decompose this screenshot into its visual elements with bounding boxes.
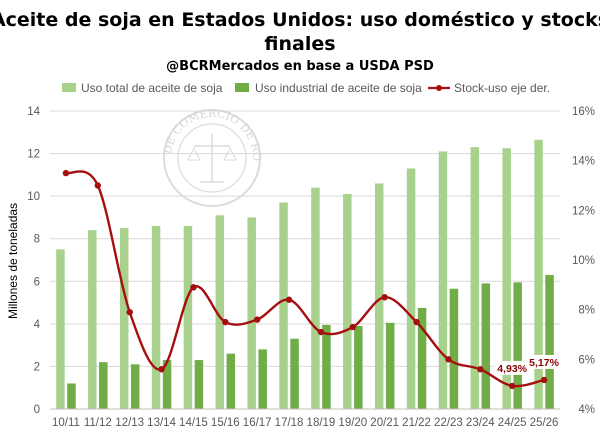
y-tick-label: 2	[34, 361, 40, 373]
bar-industrial-25/26	[545, 274, 554, 409]
y-tick-label: 0	[34, 404, 40, 416]
y2-tick-label: 10%	[572, 255, 595, 267]
bar-industrial-18/19	[322, 324, 331, 409]
x-tick-label: 19/20	[338, 417, 367, 429]
bar-industrial-13/14	[162, 360, 172, 409]
x-tick-label: 18/19	[307, 417, 336, 429]
legend-swatch-total	[62, 83, 76, 92]
bar-industrial-10/11	[67, 383, 76, 409]
stock-use-point-16/17	[253, 316, 261, 323]
bar-total-11/12	[88, 230, 97, 409]
stock-use-line: 4,93% 5,17%	[62, 169, 563, 390]
bar-industrial-15/16	[226, 353, 236, 409]
bar-industrial-23/24	[481, 283, 491, 409]
data-label-24/25: 4,93%	[497, 363, 527, 375]
bar-industrial-21/22	[417, 307, 427, 409]
y-tick-label: 12	[27, 149, 40, 161]
x-tick-label: 21/22	[402, 417, 431, 429]
x-tick-label: 16/17	[243, 417, 272, 429]
data-label-bg	[526, 354, 563, 369]
bar-industrial-14/15	[194, 360, 204, 409]
stock-use-point-19/20	[349, 323, 357, 331]
x-tick-label: 20/21	[370, 417, 399, 429]
x-tick-label: 13/14	[147, 417, 176, 429]
x-tick-label: 24/25	[498, 417, 527, 429]
bar-industrial-24/25	[513, 282, 522, 409]
bar-total-17/18	[279, 202, 288, 409]
bar-industrial-11/12	[99, 362, 108, 409]
bar-industrial-19/20	[354, 325, 363, 409]
y-tick-label: 14	[27, 106, 40, 118]
stock-use-point-14/15	[190, 284, 197, 291]
y2-tick-label: 12%	[572, 205, 595, 217]
legend-label-industrial: Uso industrial de aceite de soja	[255, 81, 422, 95]
chart-title-line-2: finales	[264, 33, 335, 55]
bar-industrial-22/23	[449, 288, 459, 409]
bar-total-18/19	[311, 187, 320, 409]
bar-total-25/26	[534, 139, 543, 409]
bar-total-23/24	[470, 147, 480, 409]
x-tick-label: 10/11	[52, 417, 80, 429]
stock-use-point-10/11	[62, 169, 70, 177]
bar-industrial-17/18	[290, 338, 299, 409]
bars	[56, 139, 554, 409]
stock-use-point-24/25	[508, 382, 516, 390]
x-tick-label: 12/13	[115, 417, 144, 429]
stock-use-point-12/13	[126, 308, 133, 316]
x-tick-label: 11/12	[84, 417, 112, 429]
data-label-25/26: 5,17%	[529, 357, 559, 369]
bar-industrial-12/13	[130, 364, 140, 409]
y2-tick-label: 14%	[572, 156, 595, 168]
y-tick-label: 8	[34, 234, 40, 246]
bar-total-15/16	[215, 215, 225, 409]
y2-tick-label: 4%	[578, 404, 595, 416]
legend-swatch-stock-marker	[436, 85, 442, 91]
bar-total-22/23	[438, 151, 448, 409]
legend-swatch-industrial	[235, 83, 249, 92]
x-tick-label: 23/24	[466, 417, 495, 429]
chart-subtitle: @BCRMercados en base a USDA PSD	[166, 59, 434, 74]
bar-total-21/22	[406, 168, 416, 409]
y-tick-label: 4	[34, 319, 41, 331]
legend-label-total: Uso total de aceite de soja	[81, 81, 223, 95]
stock-use-point-22/23	[445, 356, 452, 363]
bar-total-20/21	[374, 183, 384, 409]
bar-total-16/17	[247, 217, 256, 409]
stock-use-point-15/16	[222, 318, 229, 326]
bar-industrial-20/21	[385, 322, 395, 409]
stock-use-point-17/18	[285, 296, 293, 303]
bar-total-24/25	[502, 148, 511, 409]
chart-title-line-1: Aceite de soja en Estados Unidos: uso do…	[0, 9, 600, 31]
x-tick-label: 25/26	[530, 417, 559, 429]
x-tick-label: 14/15	[179, 417, 208, 429]
stock-use-point-18/19	[317, 328, 325, 336]
bar-total-19/20	[343, 194, 352, 409]
stock-use-point-23/24	[477, 366, 484, 373]
y2-tick-label: 8%	[578, 305, 595, 317]
y2-tick-label: 16%	[572, 106, 595, 118]
x-tick-label: 22/23	[434, 417, 463, 429]
legend-label-stock: Stock-uso eje der.	[454, 81, 550, 95]
bar-total-13/14	[151, 225, 161, 409]
y-axis-label: Millones de toneladas	[6, 203, 20, 319]
stock-use-point-20/21	[381, 294, 388, 301]
data-label-bg	[494, 360, 531, 375]
stock-use-point-13/14	[158, 366, 165, 373]
bar-industrial-16/17	[258, 349, 267, 409]
stock-use-point-21/22	[413, 318, 420, 326]
stock-use-point-25/26	[540, 376, 548, 384]
y-tick-label: 6	[34, 276, 40, 288]
x-tick-label: 15/16	[211, 417, 240, 429]
x-tick-label: 17/18	[275, 417, 304, 429]
bar-total-12/13	[119, 228, 129, 409]
y-tick-label: 10	[27, 191, 40, 203]
stock-use-point-11/12	[94, 182, 102, 189]
y2-tick-label: 6%	[578, 354, 595, 366]
bar-total-10/11	[56, 249, 65, 409]
bar-total-14/15	[183, 225, 193, 409]
legend: Uso total de aceite de soja Uso industri…	[62, 81, 550, 95]
